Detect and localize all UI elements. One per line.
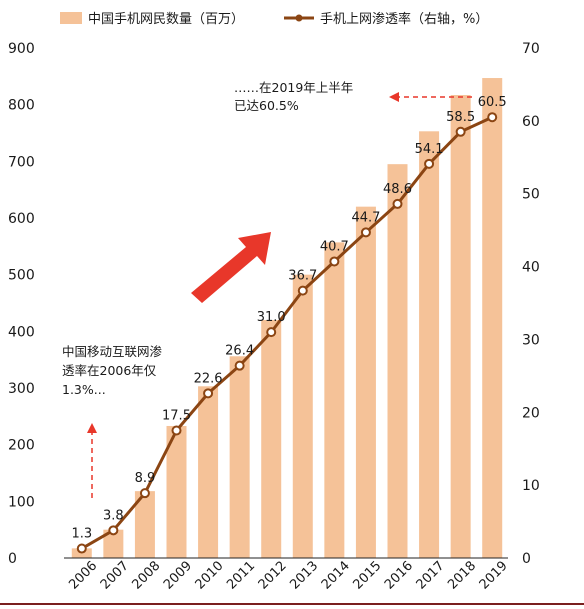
y-left-tick-label: 0 [8,551,17,567]
x-tick-label: 2012 [256,559,290,593]
bar-2011 [229,356,250,558]
data-label-2019: 60.5 [478,95,507,110]
bar-series [71,78,503,559]
x-tick-label: 2010 [193,559,227,593]
data-label-2009: 17.5 [162,409,191,424]
note-2006-pointer-icon [87,423,97,498]
y-left-tick-label: 100 [8,494,35,510]
x-tick-label: 2006 [66,559,100,593]
line-point-2011 [234,360,245,371]
note-2019-pointer-icon [389,92,472,102]
legend-bar-label: 中国手机网民数量（百万） [88,12,244,27]
legend: 中国手机网民数量（百万） 手机上网渗透率（右轴，%） [60,11,488,27]
data-label-2012: 31.0 [257,310,286,325]
note-2006-line-1: 中国移动互联网渗 [62,344,163,359]
bar-2018 [450,95,471,559]
data-label-2014: 40.7 [320,239,349,254]
line-point-2013 [297,285,308,296]
legend-line-marker [295,14,303,22]
bar-2013 [292,274,313,558]
y-left-tick-label: 500 [8,268,35,284]
y-left-tick-label: 400 [8,324,35,340]
y-left-tick-label: 700 [8,154,35,170]
line-point-2019 [487,112,498,123]
line-point-2014 [329,256,340,267]
y-left-tick-label: 300 [8,381,35,397]
note-2019-line-2: 已达60.5% [234,98,299,113]
x-tick-label: 2018 [445,559,479,593]
y-right-tick-label: 30 [522,332,540,348]
x-tick-label: 2008 [129,559,163,593]
data-label-2007: 3.8 [103,508,124,523]
bar-2010 [198,386,219,558]
note-2019-line-1: ……在2019年上半年 [234,80,353,95]
y-right-axis: 0 10 20 30 40 50 60 70 [522,41,540,567]
line-point-2016 [392,198,403,209]
y-right-tick-label: 10 [522,478,540,494]
data-label-2006: 1.3 [71,527,92,542]
x-tick-label: 2017 [414,559,448,593]
line-series: 1.3 3.8 8.9 17.5 22.626.4 31.0 36.740.744.748.… [71,95,507,554]
line-point-2009 [171,425,182,436]
bar-2016 [387,164,408,558]
line-point-2015 [360,227,371,238]
note-2006-line-3: 1.3%... [62,382,106,397]
line-point-2012 [266,327,277,338]
data-label-2008: 8.9 [135,471,156,486]
x-tick-label: 2015 [350,559,384,593]
data-label-2016: 48.6 [383,182,412,197]
line-point-2017 [424,158,435,169]
data-label-2011: 26.4 [225,344,254,359]
penetration-line [81,115,493,550]
data-label-2015: 44.7 [351,210,380,225]
x-tick-label: 2013 [287,559,321,593]
bar-2015 [355,206,376,558]
x-tick-label: 2011 [224,559,258,593]
y-left-tick-label: 600 [8,211,35,227]
y-left-axis: 0 100 200 300 400 500 600 700 800 900 [8,41,35,567]
data-label-2018: 58.5 [446,110,475,125]
x-tick-label: 2014 [319,559,353,593]
note-2006-line-2: 透率在2006年仅 [62,363,157,378]
y-right-tick-label: 50 [522,187,540,203]
x-tick-label: 2009 [161,559,195,593]
bar-2014 [324,242,345,558]
bar-2009 [166,425,187,558]
data-label-2017: 54.1 [415,142,444,157]
line-point-2008 [139,488,150,499]
y-left-tick-label: 200 [8,438,35,454]
y-right-tick-label: 40 [522,260,540,276]
x-tick-label: 2019 [477,559,511,593]
line-point-2006 [76,543,87,554]
bar-2008 [134,491,155,558]
bar-2017 [419,131,440,559]
line-point-2018 [455,126,466,137]
data-label-2010: 22.6 [194,371,223,386]
x-tick-label: 2007 [98,559,132,593]
bar-2012 [261,320,282,558]
x-axis: 2006200720082009201020112012201320142015… [66,559,510,593]
y-right-tick-label: 0 [522,551,531,567]
data-label-2013: 36.7 [288,269,317,284]
x-tick-label: 2016 [382,559,416,593]
line-point-2007 [108,525,119,536]
y-right-tick-label: 70 [522,41,540,57]
bar-2007 [103,529,124,558]
legend-line-label: 手机上网渗透率（右轴，%） [320,11,488,27]
y-left-tick-label: 800 [8,98,35,114]
legend-bar-swatch [60,12,82,24]
y-right-tick-label: 20 [522,405,540,421]
bar-2019 [482,78,503,559]
trend-arrow-icon [191,232,271,303]
line-point-2010 [203,388,214,399]
y-left-tick-label: 900 [8,41,35,57]
y-right-tick-label: 60 [522,114,540,130]
